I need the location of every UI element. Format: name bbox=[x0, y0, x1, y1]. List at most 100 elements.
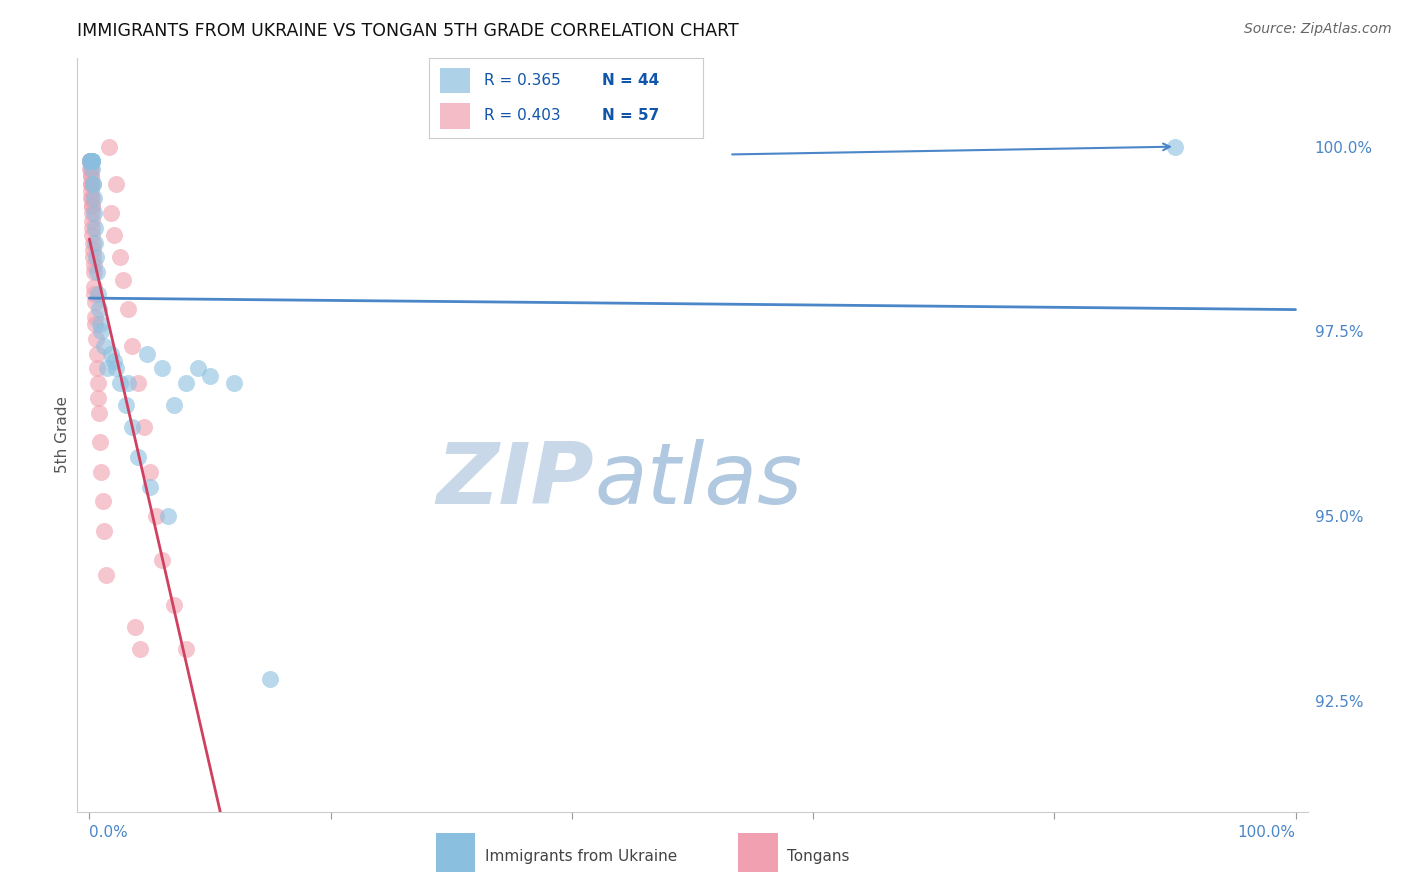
Point bbox=[84, 310, 107, 324]
Point bbox=[80, 213, 103, 227]
Point bbox=[198, 368, 221, 383]
Point bbox=[112, 273, 135, 287]
Text: R = 0.365: R = 0.365 bbox=[484, 72, 561, 87]
Point bbox=[80, 184, 103, 198]
Point bbox=[104, 361, 127, 376]
Point bbox=[163, 398, 186, 412]
Point bbox=[129, 642, 152, 657]
Point bbox=[89, 317, 111, 331]
Point bbox=[93, 339, 115, 353]
FancyBboxPatch shape bbox=[440, 103, 470, 128]
Point bbox=[117, 302, 139, 317]
Point bbox=[124, 620, 146, 634]
Text: 100.0%: 100.0% bbox=[1237, 825, 1295, 840]
Point bbox=[79, 154, 101, 169]
Point bbox=[127, 450, 149, 464]
Point bbox=[108, 251, 131, 265]
Point bbox=[84, 317, 107, 331]
Point bbox=[83, 287, 105, 301]
Point bbox=[82, 177, 104, 191]
Point bbox=[114, 398, 136, 412]
Point bbox=[82, 235, 104, 250]
Point bbox=[138, 479, 160, 493]
Point bbox=[174, 376, 197, 391]
Text: 0.0%: 0.0% bbox=[90, 825, 128, 840]
Point bbox=[121, 420, 143, 434]
Point bbox=[117, 376, 139, 391]
Point bbox=[87, 376, 110, 391]
Point bbox=[87, 406, 110, 420]
Point bbox=[80, 199, 103, 213]
Point bbox=[82, 228, 104, 243]
Y-axis label: 5th Grade: 5th Grade bbox=[55, 396, 70, 474]
Point bbox=[100, 346, 122, 360]
Point bbox=[132, 420, 155, 434]
Point bbox=[79, 154, 101, 169]
Point bbox=[80, 154, 103, 169]
Point bbox=[80, 177, 103, 191]
Point bbox=[86, 361, 108, 376]
Text: R = 0.403: R = 0.403 bbox=[484, 108, 560, 123]
Point bbox=[84, 235, 107, 250]
Point bbox=[163, 598, 186, 612]
Point bbox=[79, 154, 101, 169]
Point bbox=[80, 154, 103, 169]
Point bbox=[90, 325, 112, 339]
Point bbox=[108, 376, 131, 391]
Point bbox=[187, 361, 209, 376]
Point bbox=[83, 221, 105, 235]
Point bbox=[79, 169, 101, 184]
Text: atlas: atlas bbox=[595, 439, 801, 522]
Point bbox=[79, 154, 101, 169]
Point bbox=[136, 346, 159, 360]
Point bbox=[79, 154, 101, 169]
Point bbox=[174, 642, 197, 657]
Point bbox=[89, 435, 111, 450]
Point bbox=[83, 265, 105, 279]
Point bbox=[138, 465, 160, 479]
Point bbox=[150, 553, 173, 567]
FancyBboxPatch shape bbox=[440, 68, 470, 94]
Point bbox=[80, 191, 103, 205]
Point bbox=[79, 154, 101, 169]
Text: Source: ZipAtlas.com: Source: ZipAtlas.com bbox=[1244, 22, 1392, 37]
Text: Tongans: Tongans bbox=[787, 849, 849, 863]
Point bbox=[103, 228, 125, 243]
Text: Immigrants from Ukraine: Immigrants from Ukraine bbox=[485, 849, 678, 863]
Point bbox=[80, 154, 103, 169]
Point bbox=[100, 206, 122, 220]
Point bbox=[82, 251, 104, 265]
Point bbox=[82, 177, 104, 191]
Point bbox=[103, 354, 125, 368]
Point bbox=[224, 376, 246, 391]
Point bbox=[96, 361, 118, 376]
Point bbox=[83, 191, 105, 205]
Point bbox=[79, 161, 101, 176]
Point bbox=[84, 332, 107, 346]
Point bbox=[80, 206, 103, 220]
Point bbox=[79, 161, 101, 176]
Point bbox=[87, 391, 110, 405]
Point bbox=[80, 169, 103, 184]
Point bbox=[83, 258, 105, 272]
Point bbox=[1164, 139, 1187, 153]
Point bbox=[83, 294, 105, 309]
Point bbox=[87, 287, 110, 301]
Point bbox=[91, 494, 114, 508]
Point bbox=[93, 524, 115, 538]
Point bbox=[96, 568, 118, 582]
Point bbox=[80, 177, 103, 191]
Point bbox=[80, 154, 103, 169]
Point bbox=[83, 206, 105, 220]
Text: ZIP: ZIP bbox=[436, 439, 595, 522]
Point bbox=[82, 243, 104, 257]
Text: IMMIGRANTS FROM UKRAINE VS TONGAN 5TH GRADE CORRELATION CHART: IMMIGRANTS FROM UKRAINE VS TONGAN 5TH GR… bbox=[77, 22, 740, 40]
Point bbox=[145, 509, 167, 524]
Point bbox=[80, 154, 103, 169]
Point bbox=[259, 672, 281, 686]
Point bbox=[86, 346, 108, 360]
Point bbox=[121, 339, 143, 353]
Point bbox=[90, 465, 112, 479]
Text: N = 57: N = 57 bbox=[602, 108, 659, 123]
Point bbox=[83, 280, 105, 294]
